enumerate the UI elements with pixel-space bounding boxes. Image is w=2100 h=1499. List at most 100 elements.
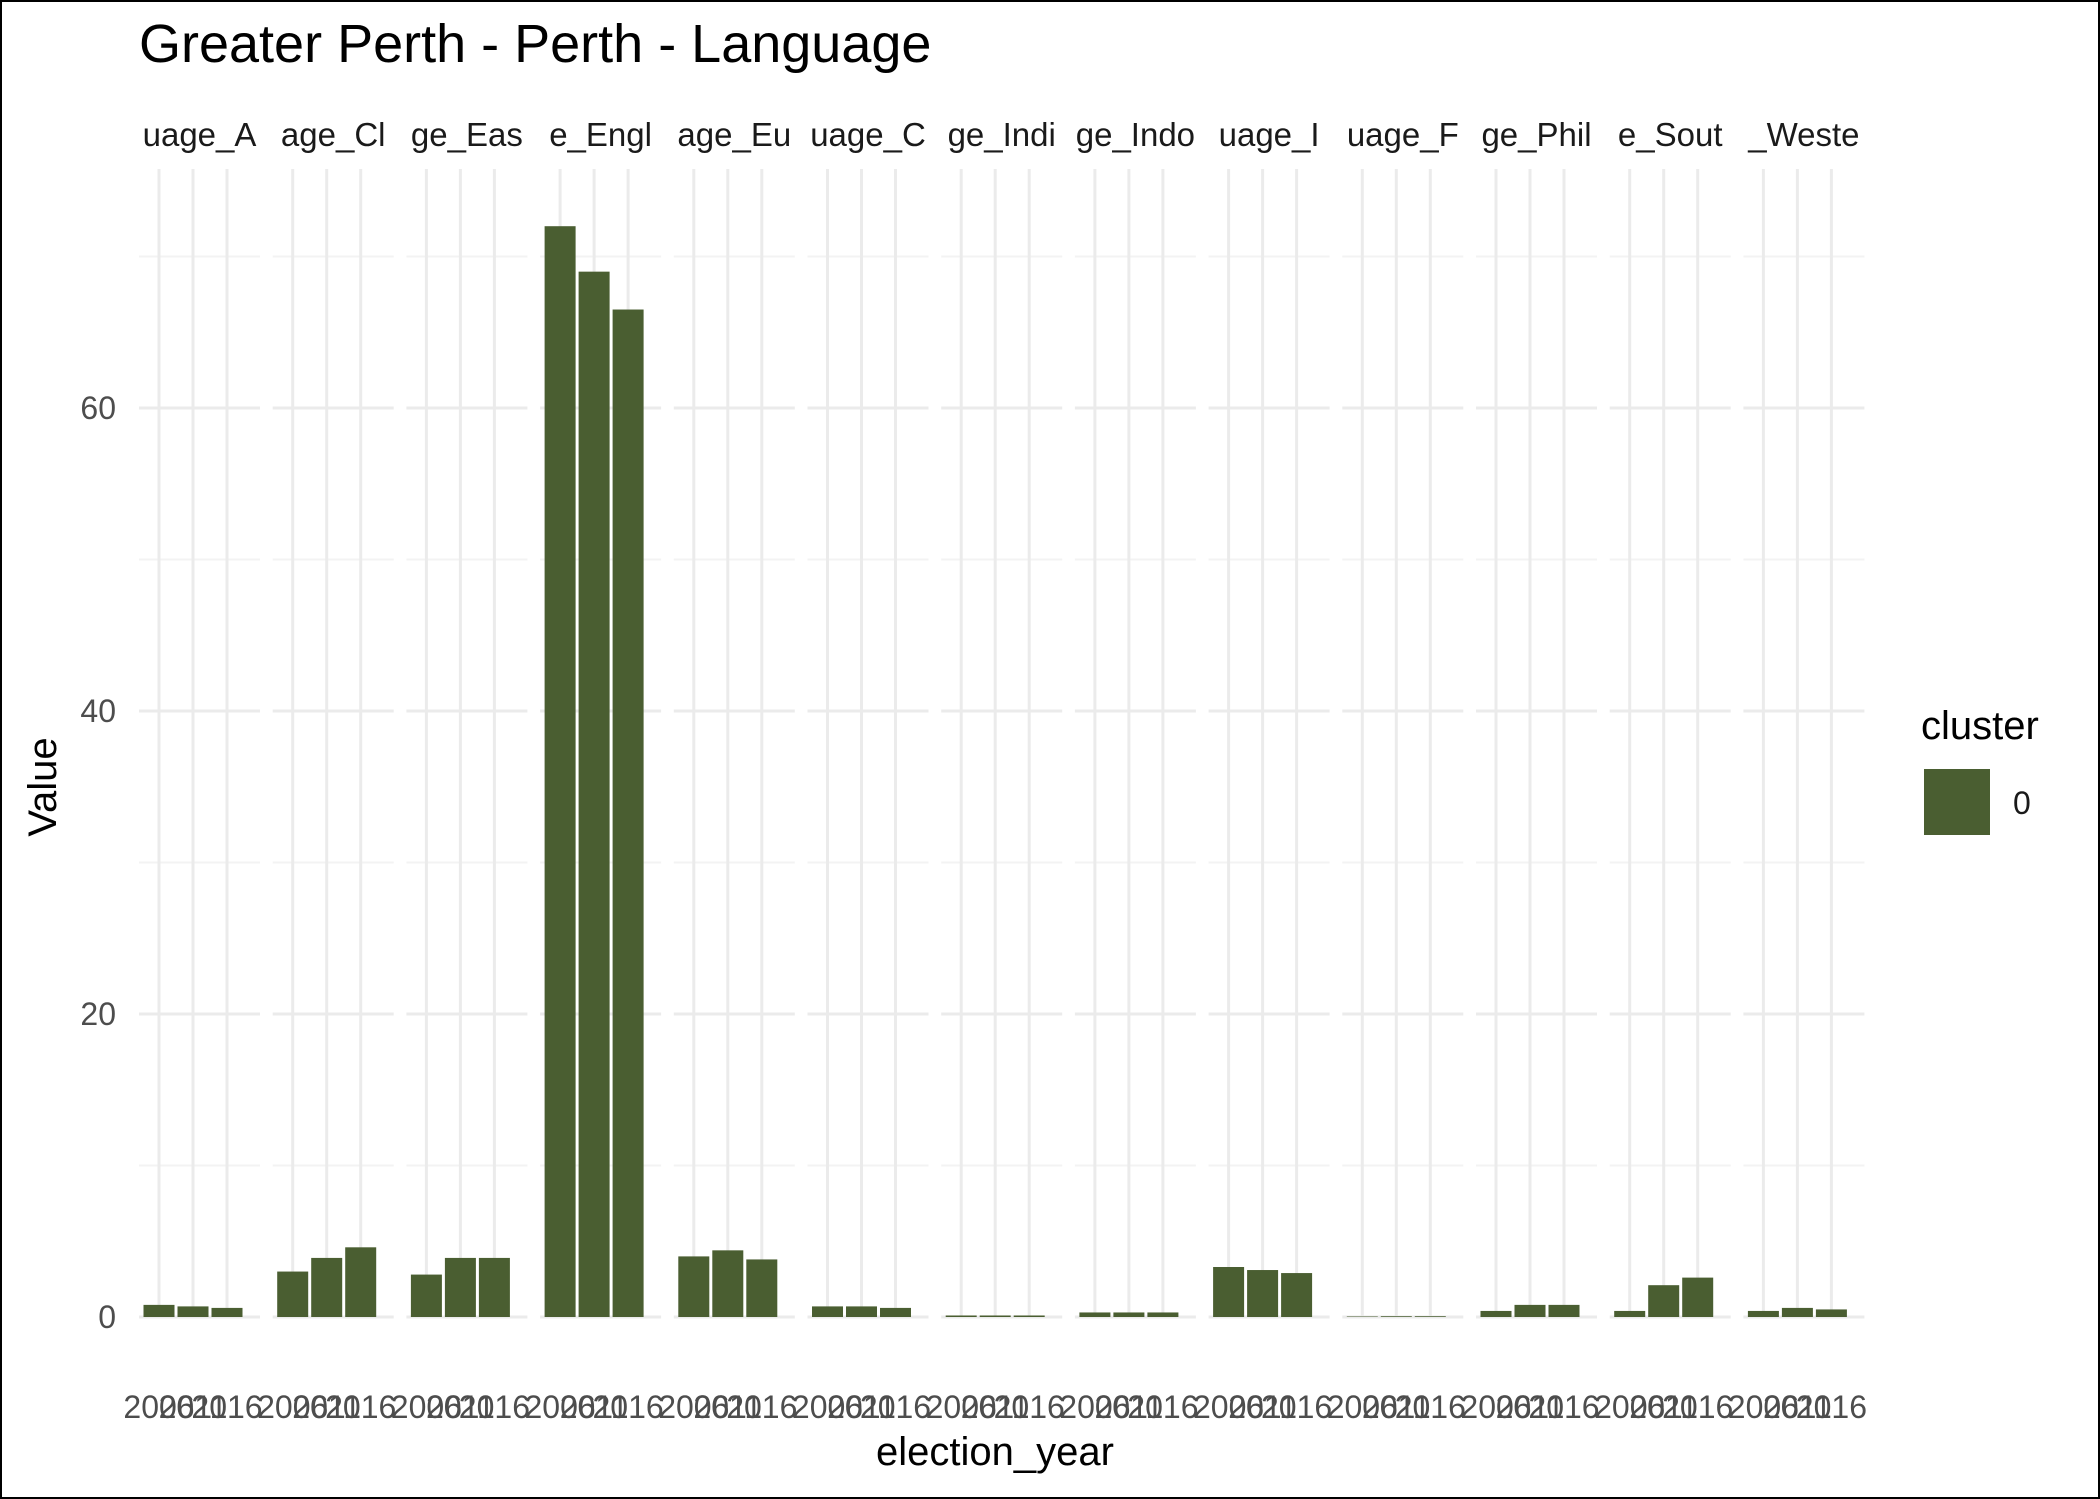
x-tick-label: 2006 (658, 1389, 729, 1425)
bar (846, 1306, 877, 1317)
x-tick-label: 2011 (1362, 1389, 1431, 1425)
bar (1614, 1310, 1646, 1317)
bar (1414, 1316, 1446, 1317)
grid (139, 169, 1865, 1319)
bar (1213, 1267, 1245, 1317)
x-tick-label: 2006 (1460, 1389, 1531, 1425)
bar (1648, 1285, 1680, 1317)
bar (478, 1257, 510, 1317)
bar (1815, 1309, 1847, 1317)
facet-label: uage_C (810, 116, 926, 153)
x-tick-label: 2006 (1594, 1389, 1665, 1425)
legend-key-0 (1924, 769, 1990, 835)
x-tick-label: 2016 (459, 1389, 530, 1425)
x-tick-label: 2006 (391, 1389, 462, 1425)
x-tick-label: 2011 (1496, 1389, 1565, 1425)
x-tick-label: 2016 (994, 1389, 1065, 1425)
facet-label: uage_A (143, 116, 257, 153)
bar (1281, 1273, 1313, 1317)
bar (410, 1274, 442, 1317)
bar (1682, 1277, 1714, 1317)
bar (1781, 1307, 1813, 1317)
bar (311, 1257, 343, 1317)
x-tick-label: 2011 (560, 1389, 629, 1425)
x-tick-label: 2006 (1728, 1389, 1799, 1425)
bar (211, 1307, 243, 1317)
x-tick-label: 2016 (726, 1389, 797, 1425)
x-tick-label: 2016 (1796, 1389, 1867, 1425)
x-tick-label: 2006 (1327, 1389, 1398, 1425)
bar (880, 1307, 911, 1317)
x-tick-label: 2011 (827, 1389, 896, 1425)
x-axis-ticks: 2006201120162006201120162006201120162006… (123, 1389, 1867, 1425)
facet-label: uage_I (1219, 116, 1320, 153)
bar (1480, 1310, 1512, 1317)
x-tick-label: 2006 (123, 1389, 194, 1425)
x-tick-label: 2016 (1528, 1389, 1599, 1425)
x-tick-label: 2011 (292, 1389, 361, 1425)
x-tick-label: 2016 (1261, 1389, 1332, 1425)
x-tick-label: 2016 (1127, 1389, 1198, 1425)
facet-label: ge_Indi (948, 116, 1056, 153)
y-tick-label: 20 (80, 996, 116, 1032)
bar (345, 1247, 377, 1317)
facet-label: age_Eu (677, 116, 791, 153)
x-tick-label: 2011 (961, 1389, 1030, 1425)
x-tick-label: 2011 (693, 1389, 762, 1425)
facet-label: ge_Eas (411, 116, 523, 153)
y-axis-ticks: 0 20 40 60 (80, 390, 116, 1335)
bar (1147, 1312, 1179, 1317)
facet-label: _Weste (1747, 116, 1859, 153)
x-tick-label: 2016 (1395, 1389, 1466, 1425)
facet-label: age_Cl (281, 116, 386, 153)
bar (746, 1259, 778, 1317)
bar (1380, 1316, 1412, 1317)
y-tick-label: 40 (80, 693, 116, 729)
x-tick-label: 2016 (191, 1389, 262, 1425)
bar (712, 1250, 744, 1317)
bar (444, 1257, 476, 1317)
facet-label: uage_F (1347, 116, 1459, 153)
x-tick-label: 2006 (257, 1389, 328, 1425)
y-axis-title: Value (21, 737, 65, 836)
facet-label: ge_Phil (1481, 116, 1591, 153)
bar (812, 1306, 843, 1317)
bar (979, 1315, 1011, 1317)
x-tick-label: 2011 (1763, 1389, 1832, 1425)
x-tick-label: 2016 (860, 1389, 931, 1425)
x-tick-label: 2006 (926, 1389, 997, 1425)
x-tick-label: 2011 (1094, 1389, 1163, 1425)
x-tick-label: 2006 (1193, 1389, 1264, 1425)
bar (578, 271, 610, 1317)
facet-label: ge_Indo (1076, 116, 1195, 153)
bar (277, 1271, 309, 1317)
bar (1079, 1312, 1111, 1317)
legend-title: cluster (1921, 704, 2039, 748)
y-tick-label: 0 (98, 1299, 116, 1335)
bar (612, 309, 644, 1317)
bar (1346, 1316, 1378, 1317)
facet-label: e_Engl (549, 116, 652, 153)
x-tick-label: 2006 (1059, 1389, 1130, 1425)
y-tick-label: 60 (80, 390, 116, 426)
bar (1247, 1270, 1279, 1317)
x-tick-label: 2011 (1228, 1389, 1297, 1425)
x-tick-label: 2006 (792, 1389, 863, 1425)
x-axis-title: election_year (876, 1430, 1114, 1474)
bar (1548, 1304, 1580, 1317)
bar (544, 226, 576, 1318)
bar (1113, 1312, 1145, 1317)
bar (945, 1315, 977, 1317)
bar (678, 1256, 710, 1317)
bars (143, 226, 1847, 1318)
x-tick-label: 2011 (159, 1389, 228, 1425)
facet-label: e_Sout (1618, 116, 1723, 153)
x-tick-label: 2011 (426, 1389, 495, 1425)
x-tick-label: 2011 (1629, 1389, 1698, 1425)
facet-strips: uage_A age_Cl ge_Eas e_Engl age_Eu uage_C ge_I… (143, 116, 1860, 153)
bar (1013, 1315, 1045, 1317)
x-tick-label: 2016 (1662, 1389, 1733, 1425)
x-tick-label: 2016 (593, 1389, 664, 1425)
x-tick-label: 2006 (525, 1389, 596, 1425)
